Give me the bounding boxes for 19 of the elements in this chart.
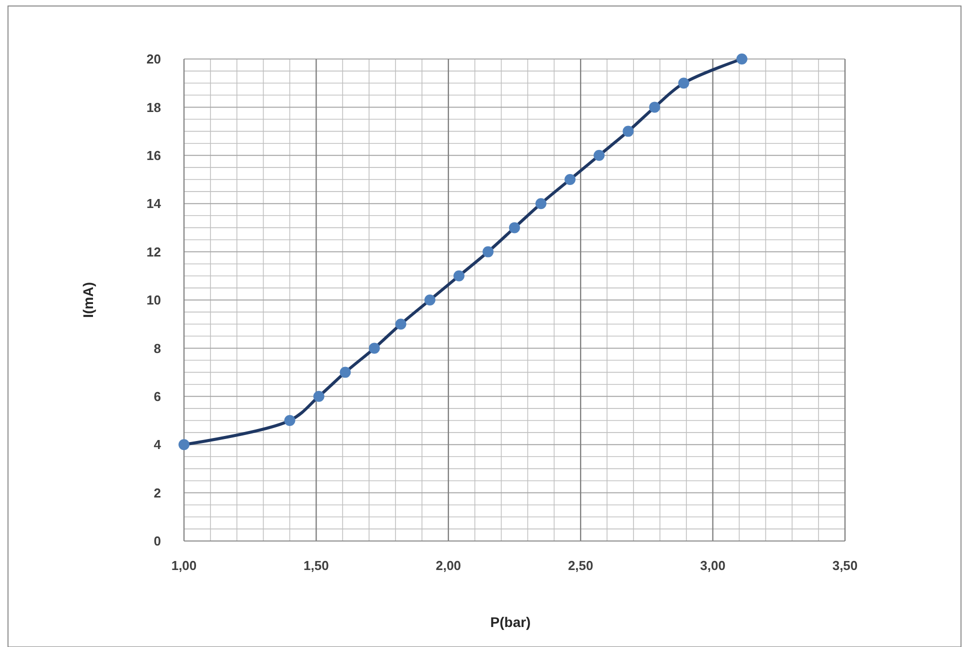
y-tick-label: 10: [146, 292, 161, 308]
y-tick-label: 4: [154, 437, 162, 452]
y-tick-label: 18: [146, 100, 161, 115]
y-tick-label: 2: [154, 485, 161, 500]
y-axis-title: I(mA): [80, 282, 96, 318]
y-tick-label: 14: [146, 196, 162, 212]
x-tick-label: 1,50: [304, 558, 329, 573]
x-tick-label: 2,00: [436, 558, 462, 573]
y-tick-label: 0: [154, 534, 161, 549]
x-tick-label: 3,50: [832, 558, 858, 573]
y-tick-label: 6: [154, 388, 161, 404]
x-tick-label: 3,00: [700, 558, 726, 573]
x-axis-title: P(bar): [490, 614, 531, 630]
x-tick-label: 2,50: [568, 558, 594, 573]
y-tick-label: 16: [146, 148, 161, 163]
y-tick-label: 12: [146, 244, 161, 260]
y-tick-label: 8: [154, 340, 161, 356]
y-tick-label: 20: [146, 52, 161, 67]
x-tick-label: 1,00: [171, 558, 197, 573]
